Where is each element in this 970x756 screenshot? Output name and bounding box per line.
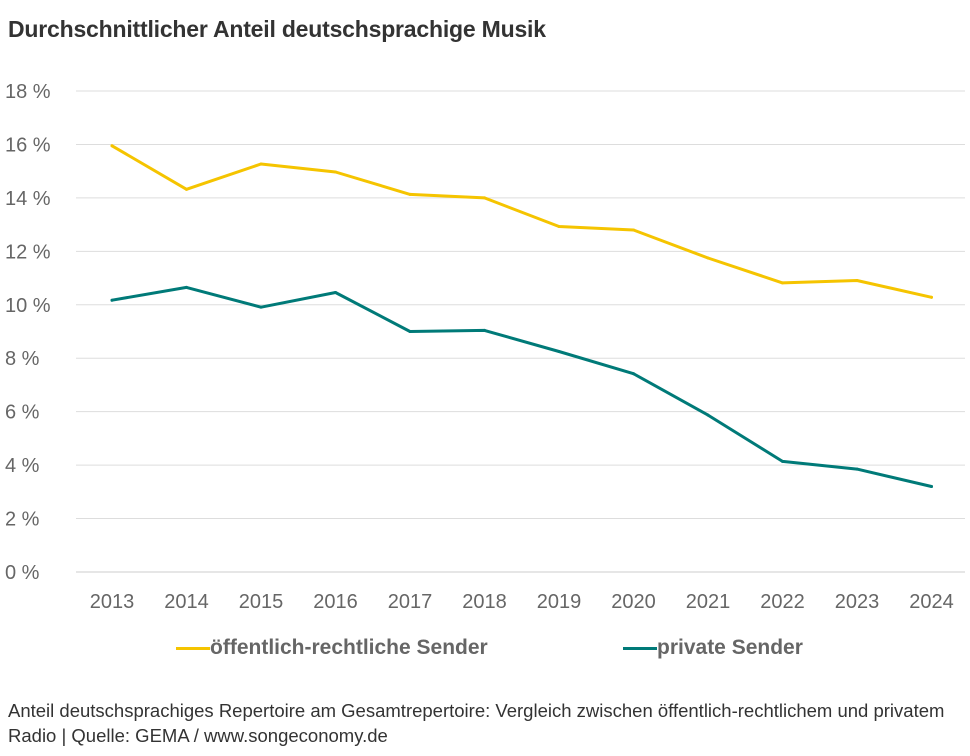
x-tick-label: 2019	[537, 591, 582, 613]
y-tick-label: 2 %	[5, 509, 40, 531]
y-tick-label: 8 %	[5, 348, 40, 370]
data-point	[259, 162, 263, 166]
data-point	[930, 484, 933, 488]
data-point	[110, 144, 114, 148]
data-point	[483, 328, 486, 332]
x-tick-label: 2020	[611, 591, 656, 613]
chart-title: Durchschnittlicher Anteil deutschsprachi…	[8, 16, 546, 42]
data-point	[334, 170, 337, 174]
y-tick-label: 10 %	[5, 295, 51, 317]
gridlines	[76, 90, 965, 573]
x-tick-label: 2013	[90, 591, 135, 613]
data-point	[781, 281, 784, 285]
data-point	[855, 278, 859, 282]
y-tick-label: 16 %	[5, 134, 51, 156]
data-point	[706, 256, 710, 260]
data-point	[706, 413, 710, 417]
data-point	[855, 467, 859, 471]
chart-caption: Anteil deutschsprachiges Repertoire am G…	[8, 700, 945, 746]
y-tick-label: 0 %	[5, 562, 40, 584]
legend-label-public: öffentlich-rechtliche Sender	[210, 636, 488, 659]
x-tick-label: 2022	[760, 591, 805, 613]
x-tick-label: 2014	[164, 591, 209, 613]
x-tick-label: 2018	[462, 591, 507, 613]
data-point	[185, 285, 188, 289]
y-tick-label: 14 %	[5, 188, 51, 210]
data-point	[110, 298, 114, 302]
data-point	[632, 228, 635, 232]
data-point	[259, 305, 263, 309]
x-tick-label: 2023	[835, 591, 880, 613]
y-tick-label: 18 %	[5, 81, 51, 103]
legend-swatch-public	[176, 646, 210, 650]
y-tick-label: 12 %	[5, 241, 51, 263]
data-point	[408, 330, 412, 333]
data-point	[557, 224, 561, 228]
x-axis-ticks: 2013 2014 2015 2016 2017 2018 2019 2020 2021 2022…	[90, 591, 954, 613]
series-line-public	[110, 144, 933, 299]
data-point	[408, 192, 412, 196]
data-point	[334, 290, 337, 294]
series-lines	[110, 144, 933, 488]
legend-label-private: private Sender	[657, 636, 803, 659]
series-line-private	[110, 285, 933, 488]
line-chart: 0 % 2 % 4 % 6 % 8 % 10 % 12 % 14 % 16 % 18 % 2013…	[5, 81, 965, 613]
y-tick-label: 6 %	[5, 402, 40, 424]
x-tick-label: 2017	[388, 591, 433, 613]
data-point	[185, 187, 188, 191]
x-tick-label: 2024	[909, 591, 954, 613]
data-point	[632, 372, 635, 376]
legend: öffentlich-rechtliche Sender private Sen…	[0, 636, 970, 666]
x-tick-label: 2021	[686, 591, 731, 613]
legend-swatch-private	[623, 646, 657, 650]
data-point	[557, 350, 561, 354]
y-tick-label: 4 %	[5, 455, 40, 477]
x-tick-label: 2015	[239, 591, 284, 613]
legend-item-public: öffentlich-rechtliche Sender	[176, 636, 488, 660]
data-point	[930, 295, 933, 299]
legend-item-private: private Sender	[623, 636, 803, 660]
data-point	[781, 459, 784, 463]
y-axis-ticks: 0 % 2 % 4 % 6 % 8 % 10 % 12 % 14 % 16 % 18 %	[5, 81, 51, 584]
x-tick-label: 2016	[313, 591, 358, 613]
data-point	[483, 196, 486, 200]
